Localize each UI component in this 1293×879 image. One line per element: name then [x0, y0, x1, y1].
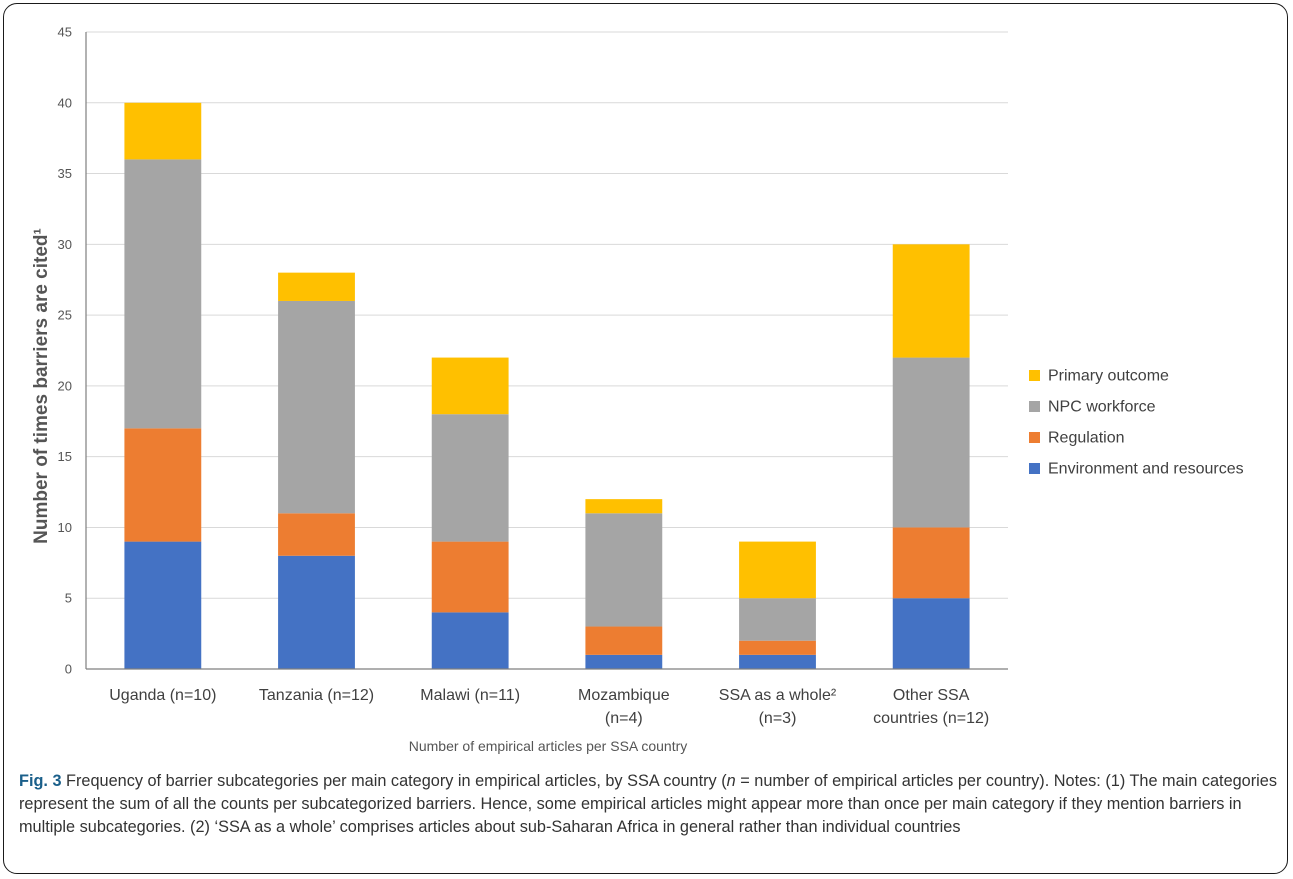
y-tick-label: 35 — [58, 166, 72, 181]
legend-swatch — [1029, 463, 1040, 474]
bar-segment — [585, 513, 663, 627]
bar-segment — [892, 244, 970, 358]
stacked-bar-chart: 0 5 10 15 20 25 30 35 40 45 Uganda (n=10) Tanzania… — [31, 25, 1244, 755]
bar-segment — [585, 654, 663, 669]
x-category-label: Malawi (n=11) — [420, 687, 520, 704]
bar-segment — [892, 598, 970, 669]
x-category-label: SSA as a whole² — [719, 687, 837, 704]
caption-text-part2: = number of empirical articles per count… — [19, 772, 1277, 836]
caption-n-symbol: n — [726, 772, 736, 790]
bar-segment — [124, 428, 202, 542]
bar-segment — [892, 357, 970, 528]
y-axis-label: Number of times barriers are cited¹ — [31, 228, 52, 544]
y-tick-label: 40 — [58, 95, 72, 110]
legend-swatch — [1029, 401, 1040, 412]
legend-label: NPC workforce — [1048, 399, 1156, 416]
y-tick-label: 10 — [58, 520, 72, 535]
legend-label: Primary outcome — [1048, 368, 1169, 385]
gridlines — [86, 31, 1008, 599]
figure-caption: Fig. 3 Frequency of barrier subcategorie… — [19, 770, 1281, 839]
legend-label: Environment and resources — [1048, 461, 1244, 478]
legend-swatch — [1029, 432, 1040, 443]
x-category-label: Tanzania (n=12) — [259, 687, 374, 704]
x-category-label: (n=3) — [759, 710, 797, 727]
caption-text-part1: Frequency of barrier subcategories per m… — [61, 772, 727, 790]
y-tick-label: 20 — [58, 378, 72, 393]
y-tick-label: 0 — [65, 662, 72, 677]
y-axis-ticks: 0 5 10 15 20 25 30 35 40 45 — [58, 25, 72, 677]
bar-segment — [739, 640, 816, 655]
x-axis-categories: Uganda (n=10) Tanzania (n=12) Malawi (n=11… — [109, 687, 989, 727]
bar-segment — [739, 654, 816, 669]
bar-segment — [431, 414, 509, 542]
y-tick-label: 5 — [65, 591, 72, 606]
x-category-label: countries (n=12) — [873, 710, 989, 727]
bar-segment — [278, 272, 355, 301]
bar-segment — [739, 541, 816, 599]
y-tick-label: 45 — [58, 25, 72, 40]
bar-segment — [278, 555, 355, 669]
x-category-label: Other SSA — [893, 687, 970, 704]
bar-segment — [431, 612, 509, 669]
x-category-label: Mozambique — [578, 687, 670, 704]
legend-label: Regulation — [1048, 430, 1125, 447]
bar-segment — [124, 102, 202, 160]
bar-segment — [278, 513, 355, 556]
bar-segment — [124, 159, 202, 429]
y-tick-label: 25 — [58, 308, 72, 323]
bar-segment — [739, 598, 816, 641]
bar-segment — [585, 499, 663, 514]
bars — [124, 102, 970, 669]
legend: Primary outcome NPC workforce Regulation En… — [1029, 368, 1244, 478]
bar-segment — [431, 357, 509, 415]
y-tick-label: 30 — [58, 237, 72, 252]
bar-segment — [585, 626, 663, 655]
figure-frame — [3, 3, 1288, 874]
x-category-label: (n=4) — [605, 710, 643, 727]
x-category-label: Uganda (n=10) — [109, 687, 216, 704]
bar-segment — [278, 300, 355, 514]
bar-segment — [431, 541, 509, 613]
x-axis-label: Number of empirical articles per SSA cou… — [409, 738, 688, 754]
bar-segment — [124, 541, 202, 669]
figure-label: Fig. 3 — [19, 772, 62, 790]
y-tick-label: 15 — [58, 449, 72, 464]
axes — [85, 32, 1008, 670]
legend-swatch — [1029, 370, 1040, 381]
bar-segment — [892, 527, 970, 599]
